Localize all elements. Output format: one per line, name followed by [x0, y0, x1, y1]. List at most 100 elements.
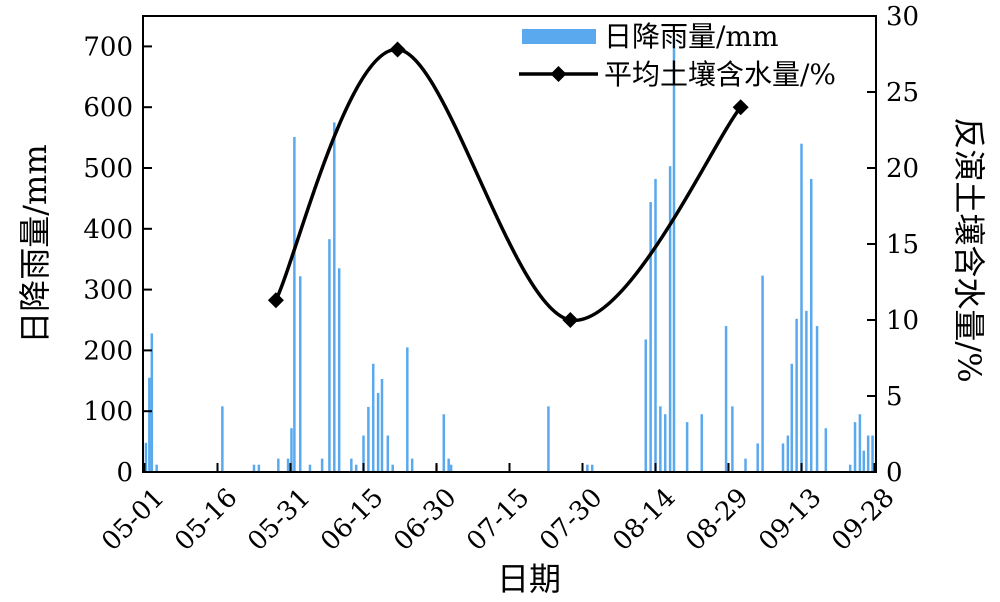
- rainfall-bar: [824, 428, 828, 472]
- rainfall-bar: [805, 310, 808, 472]
- rainfall-bar: [547, 406, 550, 472]
- rainfall-bar: [386, 435, 390, 472]
- rainfall-bar: [663, 414, 667, 472]
- left-tick-label: 200: [83, 336, 133, 366]
- rainfall-bar: [333, 122, 336, 473]
- left-tick-label: 100: [83, 397, 133, 427]
- rainfall-bar: [257, 464, 261, 472]
- legend-label-soil-moisture: 平均土壤含水量/%: [604, 58, 836, 91]
- legend-swatch-rainfall: [522, 29, 596, 44]
- rainfall-bar: [380, 378, 384, 472]
- rainfall-bar: [286, 458, 290, 472]
- right-tick-label: 30: [886, 2, 919, 32]
- rainfall-bar: [668, 166, 672, 472]
- rainfall-bar: [449, 464, 453, 472]
- rainfall-bar: [744, 458, 747, 472]
- rainfall-bar: [354, 464, 358, 472]
- rainfall-bar: [590, 464, 594, 472]
- right-tick-label: 25: [886, 78, 919, 108]
- rainfall-bar: [659, 406, 662, 472]
- left-tick-label: 0: [116, 458, 133, 488]
- soil-moisture-point: [732, 99, 749, 116]
- right-tick-label: 5: [886, 382, 903, 412]
- rainfall-bar: [371, 363, 375, 472]
- rainfall-bar: [350, 458, 353, 472]
- rainfall-bar: [442, 414, 446, 472]
- rainfall-bar: [700, 414, 703, 472]
- rainfall-bar: [320, 458, 324, 472]
- rainfall-bar: [815, 326, 819, 472]
- legend-marker-soil-moisture: [550, 66, 567, 82]
- x-tick-label: 05-16: [169, 483, 243, 557]
- right-axis-ticks: 0 5 10 15 20 25 30: [867, 2, 919, 488]
- rainfall-bar: [362, 435, 365, 472]
- rainfall-bar: [410, 458, 414, 472]
- rainfall-bar: [367, 406, 370, 472]
- rainfall-bar: [252, 464, 256, 472]
- rainfall-bar: [293, 136, 296, 473]
- rainfall-bar: [790, 363, 794, 472]
- y-axis-left-title: 日降雨量/mm: [16, 144, 54, 343]
- rainfall-bar: [786, 435, 790, 472]
- x-axis-title: 日期: [497, 560, 561, 598]
- rainfall-bars: [144, 37, 874, 473]
- rainfall-bar: [221, 406, 224, 472]
- legend-label-rainfall: 日降雨量/mm: [604, 20, 779, 53]
- rainfall-bar: [277, 458, 280, 472]
- rainfall-bar: [144, 442, 148, 472]
- rainfall-bar: [155, 464, 158, 472]
- x-tick-label: 06-15: [315, 483, 389, 557]
- rainfall-bar: [862, 450, 866, 472]
- rainfall-bar: [685, 422, 689, 472]
- rainfall-bar: [724, 326, 728, 472]
- rainfall-bar: [649, 202, 652, 473]
- soil-moisture-point: [267, 292, 284, 309]
- rainfall-bar: [809, 178, 813, 472]
- x-tick-label: 09-13: [753, 483, 827, 557]
- x-axis-ticks: 05-0105-1605-3106-1506-3007-1507-3008-14…: [96, 463, 900, 557]
- rainfall-bar: [848, 464, 852, 472]
- rainfall-bar: [376, 392, 380, 472]
- rainfall-bar: [800, 143, 803, 472]
- rainfall-bar: [328, 239, 331, 472]
- rainfall-bar: [731, 406, 734, 472]
- right-tick-label: 0: [886, 458, 903, 488]
- left-tick-label: 700: [83, 32, 133, 62]
- rainfall-bar: [672, 37, 676, 472]
- x-tick-label: 05-31: [242, 483, 316, 557]
- soil-moisture-line: [274, 47, 743, 322]
- rainfall-bar: [391, 464, 394, 472]
- x-tick-label: 05-01: [96, 483, 170, 557]
- soil-moisture-markers: [267, 41, 749, 328]
- x-tick-label: 07-15: [461, 483, 535, 557]
- rainfall-bar: [858, 414, 862, 472]
- rainfall-bar: [298, 276, 302, 472]
- rainfall-bar: [148, 377, 151, 472]
- left-tick-label: 300: [83, 276, 133, 306]
- rainfall-bar: [853, 422, 857, 472]
- rainfall-bar: [654, 178, 657, 472]
- soil-moisture-point: [562, 312, 579, 328]
- left-tick-label: 600: [83, 93, 133, 123]
- rainfall-bar: [337, 268, 341, 472]
- rainfall-bar: [795, 318, 798, 472]
- rainfall-bar: [866, 435, 870, 472]
- rainfall-bar: [406, 347, 409, 472]
- rainfall-bar: [586, 464, 589, 472]
- left-tick-label: 500: [83, 154, 133, 184]
- rainfall-bar: [447, 458, 450, 472]
- x-tick-label: 08-29: [680, 483, 754, 557]
- right-tick-label: 15: [886, 230, 919, 260]
- rainfall-bar: [150, 333, 154, 472]
- rainfall-bar: [290, 428, 293, 472]
- right-tick-label: 10: [886, 306, 919, 336]
- rainfall-bar: [761, 275, 764, 472]
- right-tick-label: 20: [886, 154, 919, 184]
- soil-moisture-point: [389, 41, 406, 58]
- rainfall-bar: [871, 435, 874, 472]
- y-axis-right-title: 反演土壤含水量/%: [950, 117, 988, 382]
- rainfall-bar: [308, 464, 312, 472]
- x-tick-label: 07-30: [534, 483, 608, 557]
- x-tick-label: 08-14: [607, 483, 681, 557]
